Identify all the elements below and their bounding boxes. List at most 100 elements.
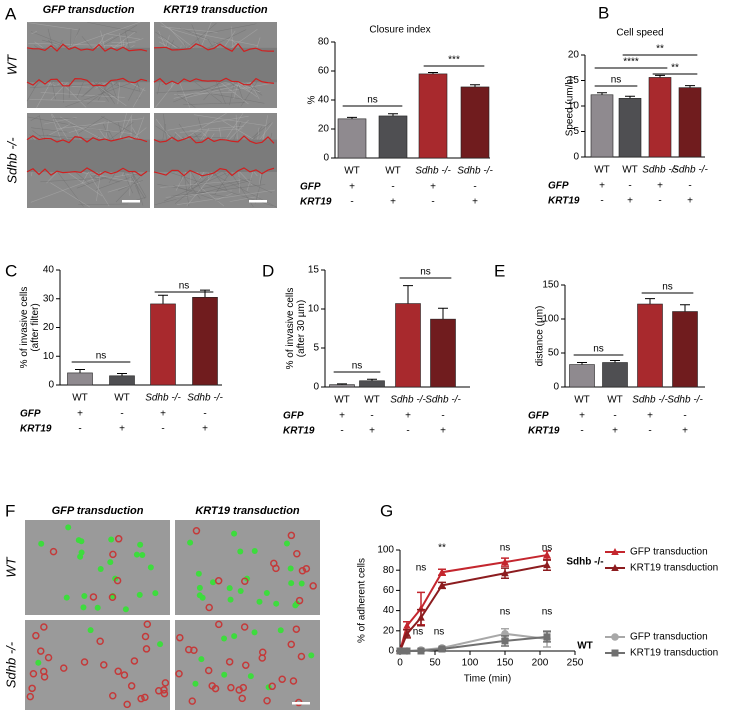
condition-sign: - [580,426,583,437]
condition-label: KRT19 [528,426,560,437]
marker [403,621,411,629]
error-bar [577,362,587,365]
red-cell [297,652,306,661]
red-cell [204,666,213,675]
cell-texture [87,21,138,33]
significance-label: ns [611,75,622,86]
condition-sign: + [440,426,446,437]
gfp-cell [226,585,233,592]
condition-label: GFP [548,181,569,192]
cell-texture [89,173,120,183]
bar [430,318,456,388]
gfp-cell [192,680,199,687]
cell-texture [160,180,241,188]
gfp-cell [97,565,104,572]
legend-label: GFP transduction [630,632,708,643]
significance-label: *** [448,55,460,66]
red-cell [258,654,267,662]
marker [417,647,425,655]
cell-texture [176,93,196,108]
column-title: KRT19 transduction [163,4,268,16]
red-cell [205,603,213,612]
wound-edge [26,167,148,177]
red-cell [40,673,49,681]
red-cell [44,653,53,662]
gfp-cell [80,604,87,611]
y-tick-label: 0 [573,152,579,163]
wound-edge [26,43,148,52]
significance-label: ns [500,543,511,554]
marker [438,568,446,576]
marker [501,558,509,566]
gfp-cell [196,584,203,591]
gfp-cell [251,629,258,636]
row-label: WT [3,556,18,577]
red-cell [190,646,198,655]
cell-texture [50,182,91,208]
gfp-cell [78,538,85,545]
condition-sign: - [78,424,81,435]
x-tick-label: Sdhb -/- [457,166,493,177]
scale-bar [292,702,310,705]
marker [543,551,551,559]
x-tick-label: Sdhb -/- [672,165,708,176]
cell-texture [98,41,103,44]
y-tick-label: 40 [383,605,395,616]
red-cell [238,694,246,703]
condition-sign: - [370,411,373,422]
marker [417,613,425,621]
gfp-cell [227,596,234,603]
micrograph [25,520,170,615]
cell-texture [157,183,227,198]
red-cell [239,683,248,692]
error-bar [680,304,690,312]
y-tick-label: 150 [542,280,559,291]
marker [403,629,411,637]
red-cell [100,661,108,669]
error-bar [403,285,413,304]
condition-sign: + [647,411,653,422]
cell-texture [200,187,225,207]
red-cell [289,677,298,685]
condition-sign: - [683,411,686,422]
condition-sign: - [613,411,616,422]
cell-texture [179,128,243,133]
y-tick-label: 0 [48,380,54,391]
red-cell [130,657,139,665]
wound-edge [26,135,148,144]
marker [396,647,404,655]
x-tick-label: Sdhb -/- [145,393,181,404]
condition-label: GFP [20,409,41,420]
x-tick-label: 250 [567,658,584,669]
x-tick-label: 200 [532,658,549,669]
condition-sign: + [339,411,345,422]
marker [501,637,509,645]
red-cell [215,620,223,629]
gfp-cell [147,564,154,571]
y-axis-label: % of invasive cells [285,288,296,370]
red-cell [225,658,234,666]
gfp-cell [277,627,284,634]
marker [438,581,446,589]
x-tick-label: WT [72,393,88,404]
scale-bar [249,200,267,203]
bar [109,375,135,386]
significance-label: ns [500,607,511,618]
legend-label: KRT19 transduction [630,648,718,659]
bar [395,303,421,388]
red-cell [89,593,98,601]
cell-texture [29,99,106,102]
x-tick-label: Sdhb -/- [415,166,451,177]
marker [543,633,551,641]
red-cell [142,645,151,653]
condition-sign: - [658,196,661,207]
column-title: GFP transduction [52,505,144,517]
significance-label: ** [656,44,664,55]
y-axis-label: (after filter) [30,303,41,351]
error-bar [470,84,480,87]
cell-texture [117,179,144,191]
y-axis-label: Speed (um/h) [565,76,576,137]
y-tick-label: 50 [548,348,560,359]
y-tick-label: 20 [318,124,330,135]
x-tick-label: 50 [429,658,441,669]
